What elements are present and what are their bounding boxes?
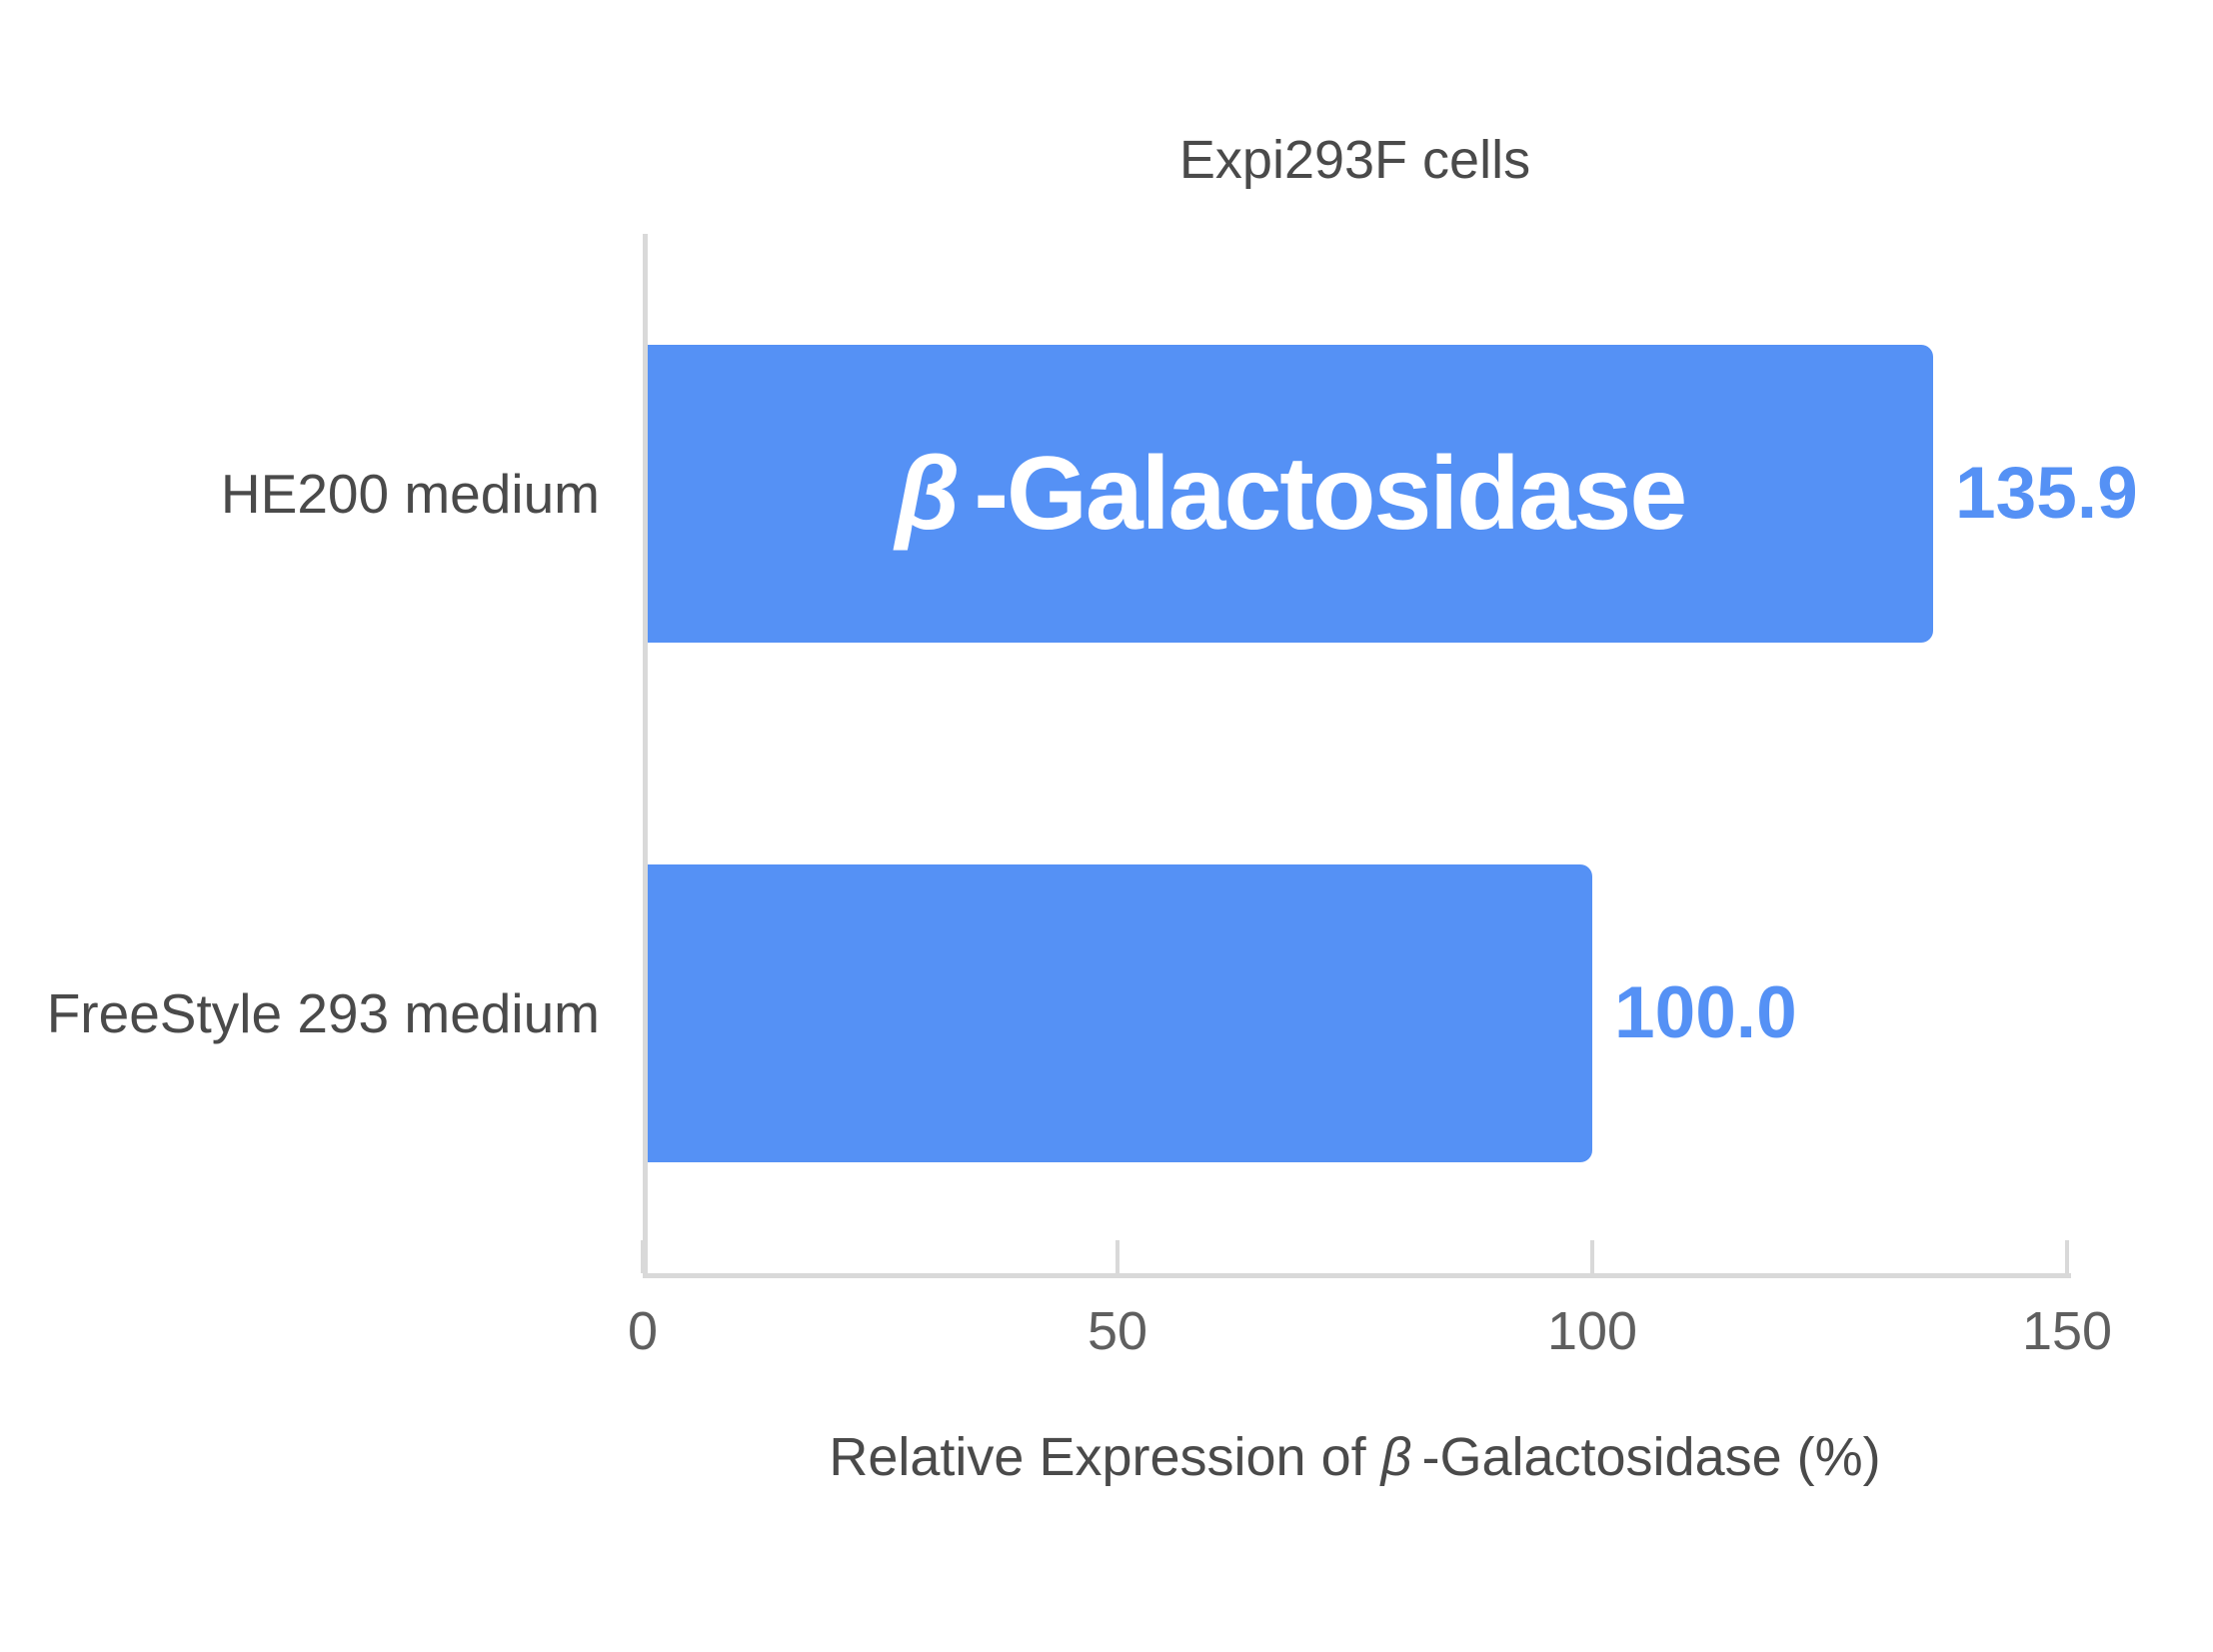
category-label-0: HE200 medium bbox=[220, 463, 600, 525]
bar-0: β -Galactosidase bbox=[648, 345, 1934, 643]
x-tick-label-100: 100 bbox=[1546, 1301, 1638, 1361]
beta-symbol-bar: β bbox=[895, 435, 961, 552]
bar-annotation: β -Galactosidase bbox=[895, 435, 1687, 554]
x-axis-line bbox=[643, 1273, 2071, 1278]
beta-symbol-axis: β bbox=[1380, 1427, 1412, 1487]
plot-area: β -Galactosidase 135.9 100.0 bbox=[641, 234, 2138, 1278]
y-axis-line bbox=[643, 234, 648, 1278]
category-label-1: FreeStyle 293 medium bbox=[46, 982, 600, 1044]
chart-title: Expi293F cells bbox=[1178, 130, 1531, 190]
x-axis-title-unit: -Galactosidase (%) bbox=[1421, 1427, 1881, 1487]
x-axis-title: Relative Expression of β -Galactosidase (… bbox=[643, 1427, 2067, 1487]
x-tick-mark-150 bbox=[2065, 1240, 2069, 1273]
x-tick-label-150: 150 bbox=[2021, 1301, 2113, 1361]
value-label-1: 100.0 bbox=[1614, 972, 1797, 1053]
bar-1 bbox=[648, 864, 1592, 1162]
value-label-0: 135.9 bbox=[1955, 453, 2138, 534]
x-tick-label-50: 50 bbox=[1087, 1301, 1148, 1361]
x-tick-label-0: 0 bbox=[627, 1301, 659, 1361]
bar-annotation-suffix: -Galactosidase bbox=[974, 435, 1687, 552]
x-tick-mark-0 bbox=[641, 1240, 645, 1273]
x-tick-mark-50 bbox=[1115, 1240, 1119, 1273]
x-tick-mark-100 bbox=[1590, 1240, 1594, 1273]
x-axis-title-text: Relative Expression of bbox=[829, 1427, 1381, 1487]
